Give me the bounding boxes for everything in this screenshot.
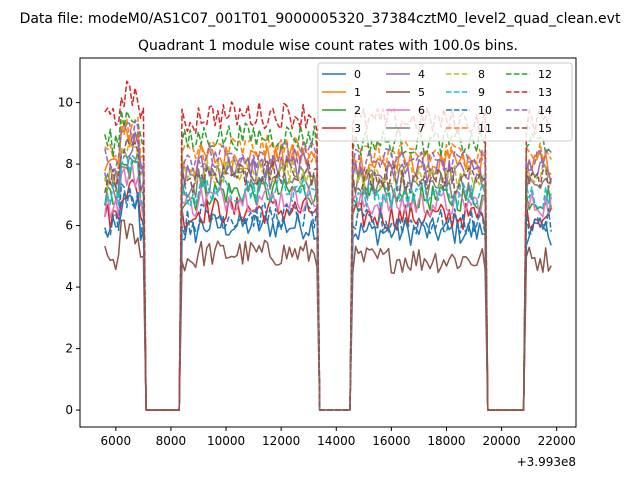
legend-label-9: 9 (478, 86, 485, 99)
legend-label-13: 13 (538, 86, 552, 99)
x-tick-label: 20000 (483, 434, 521, 448)
x-tick-label: 8000 (156, 434, 187, 448)
series-line-3 (104, 179, 552, 411)
x-tick-label: 10000 (207, 434, 245, 448)
series-line-14 (104, 119, 552, 411)
plot-frame (79, 57, 577, 428)
legend-label-4: 4 (418, 68, 425, 81)
legend-label-7: 7 (418, 122, 425, 135)
series-line-13 (104, 80, 552, 411)
series-line-9 (104, 154, 552, 411)
series-line-5 (104, 219, 552, 411)
legend-label-10: 10 (478, 104, 492, 117)
y-tick-label: 4 (65, 280, 73, 294)
y-axis: 0 2 4 6 8 10 (58, 96, 80, 417)
x-tick-label: 16000 (372, 434, 410, 448)
y-tick-label: 2 (65, 342, 73, 356)
x-tick-label: 6000 (101, 434, 132, 448)
legend-label-5: 5 (418, 86, 425, 99)
legend-label-12: 12 (538, 68, 552, 81)
y-tick-label: 8 (65, 157, 73, 171)
x-tick-label: 18000 (427, 434, 465, 448)
plot-lines (104, 80, 552, 411)
series-line-15 (104, 137, 552, 411)
x-tick-label: 12000 (262, 434, 300, 448)
y-tick-label: 0 (65, 403, 73, 417)
series-line-11 (104, 116, 552, 411)
y-tick-label: 10 (58, 96, 73, 110)
legend-label-14: 14 (538, 104, 552, 117)
legend-label-15: 15 (538, 122, 552, 135)
legend-label-6: 6 (418, 104, 425, 117)
series-line-1 (104, 124, 552, 411)
y-tick-label: 6 (65, 219, 73, 233)
chart-title: Quadrant 1 module wise count rates with … (138, 38, 518, 54)
legend-box (317, 62, 573, 142)
x-tick-label: 22000 (538, 434, 576, 448)
x-tick-label: 14000 (317, 434, 355, 448)
legend-label-8: 8 (478, 68, 485, 81)
figure-suptitle: Data file: modeM0/AS1C07_001T01_90000053… (20, 11, 621, 27)
x-offset-label: +3.993e8 (517, 455, 576, 469)
legend-label-11: 11 (478, 122, 492, 135)
legend-label-1: 1 (354, 86, 361, 99)
legend-label-3: 3 (354, 122, 361, 135)
series-line-10 (104, 183, 552, 411)
legend-label-0: 0 (354, 68, 361, 81)
x-axis: 6000 8000 10000 12000 14000 16000 18000 20000 22… (101, 427, 576, 448)
legend-label-2: 2 (354, 104, 361, 117)
